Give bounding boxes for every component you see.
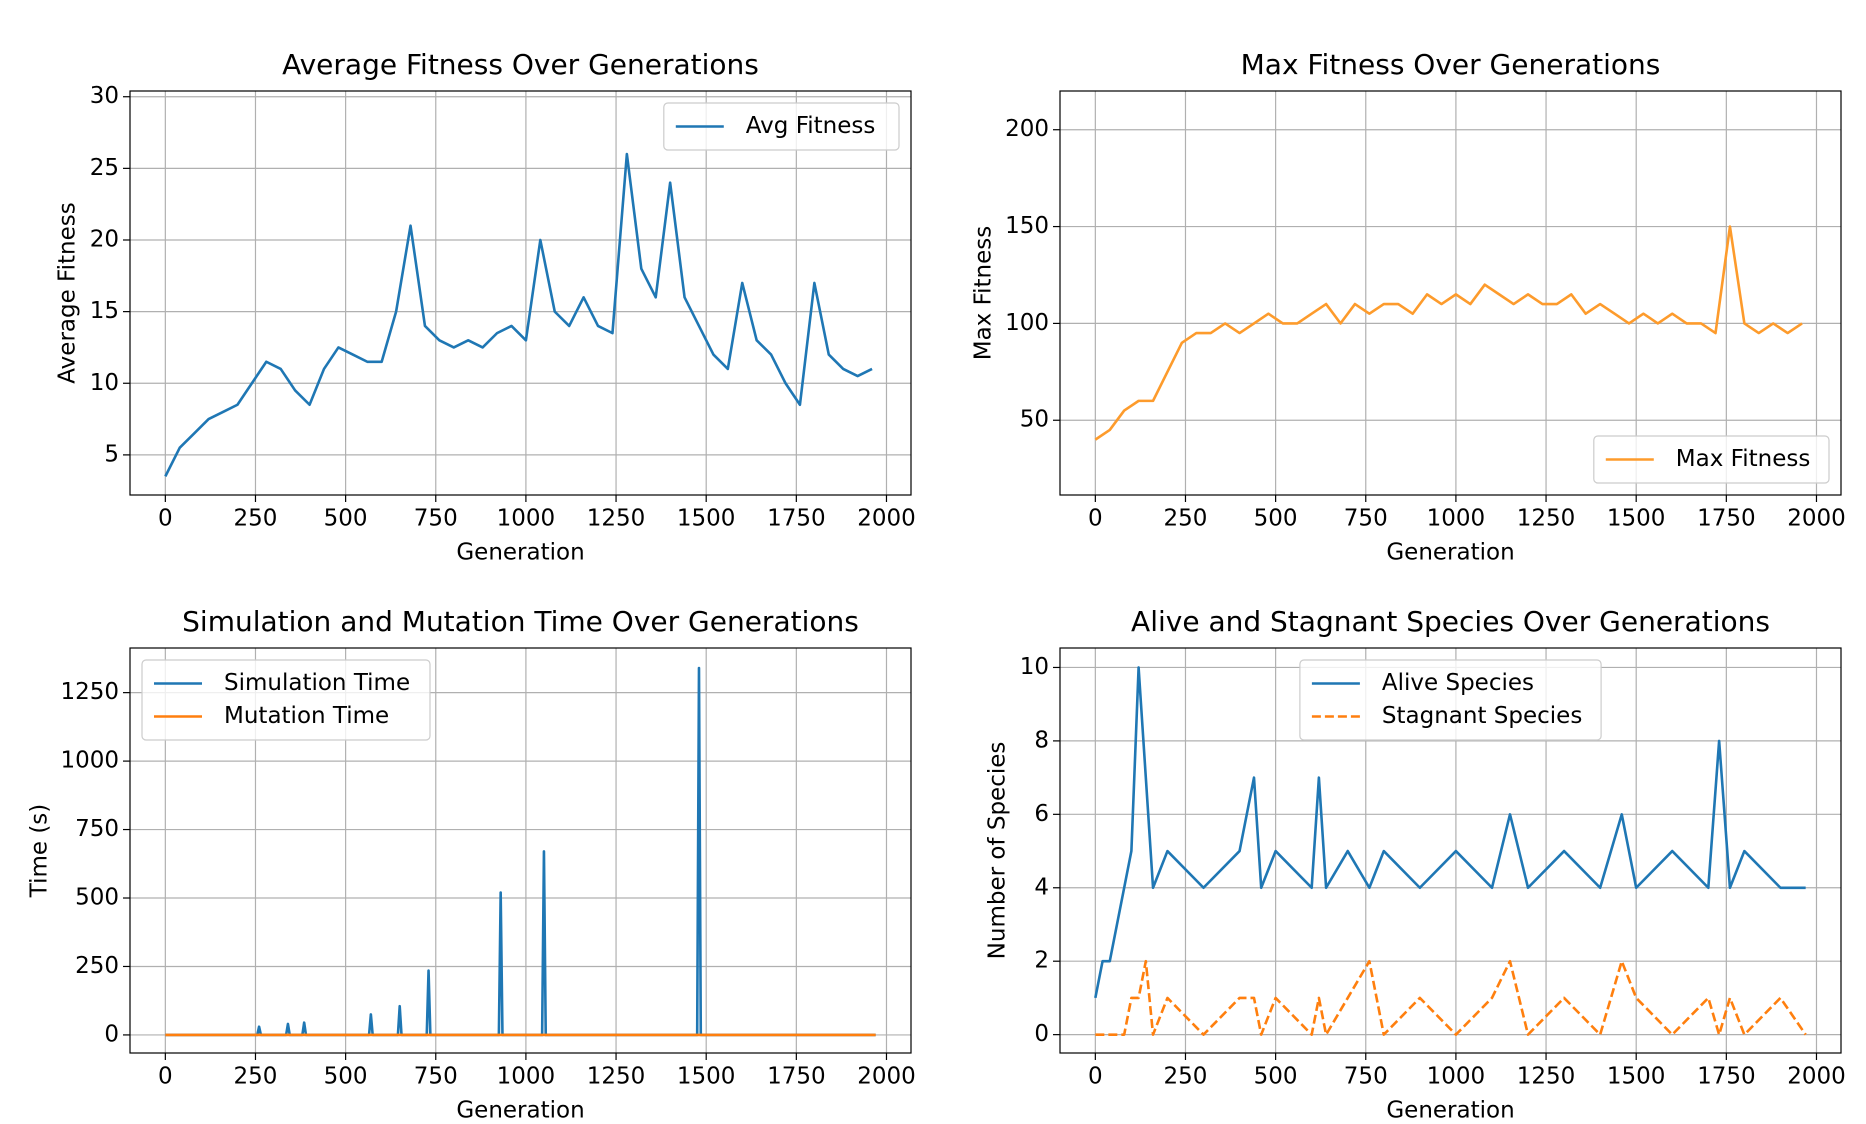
x-tick-label: 250 xyxy=(1164,506,1208,532)
chart-title: Simulation and Mutation Time Over Genera… xyxy=(182,605,859,638)
x-axis-label: Generation xyxy=(456,1098,584,1124)
x-tick-label: 750 xyxy=(414,1064,458,1090)
x-tick-label: 500 xyxy=(1254,1064,1298,1090)
legend-box xyxy=(663,102,900,151)
series-line xyxy=(165,666,876,1037)
legend-label: Simulation Time xyxy=(224,670,410,696)
legend: Avg Fitness xyxy=(663,102,900,151)
chart-title: Max Fitness Over Generations xyxy=(1241,48,1661,81)
y-tick-label: 100 xyxy=(1005,310,1049,336)
y-tick-label: 8 xyxy=(1034,727,1049,753)
y-tick-label: 0 xyxy=(104,1021,119,1047)
x-tick-label: 1750 xyxy=(1697,1064,1756,1090)
x-tick-label: 250 xyxy=(234,506,278,532)
series-line xyxy=(1094,225,1803,441)
series-line xyxy=(1094,666,1806,999)
x-tick-label: 2000 xyxy=(1787,506,1846,532)
y-tick-label: 150 xyxy=(1005,213,1049,239)
plot-frame xyxy=(129,90,912,496)
y-tick-label: 30 xyxy=(90,83,119,109)
legend-box xyxy=(1299,659,1602,741)
x-tick-label: 500 xyxy=(1254,506,1298,532)
x-tick-label: 0 xyxy=(1088,506,1103,532)
x-tick-label: 1250 xyxy=(587,506,646,532)
y-tick-label: 5 xyxy=(104,441,119,467)
legend: Alive Species Stagnant Species xyxy=(1299,659,1602,741)
plot-frame xyxy=(129,647,912,1054)
x-tick-label: 250 xyxy=(1164,1064,1208,1090)
x-tick-label: 1250 xyxy=(587,1064,646,1090)
x-tick-label: 1500 xyxy=(1607,1064,1666,1090)
x-tick-label: 1500 xyxy=(1607,506,1666,532)
x-tick-label: 250 xyxy=(234,1064,278,1090)
plot-frame xyxy=(1059,647,1842,1054)
x-tick-label: 0 xyxy=(158,1064,173,1090)
y-tick-label: 750 xyxy=(75,816,119,842)
x-tick-label: 500 xyxy=(324,506,368,532)
chart-title: Alive and Stagnant Species Over Generati… xyxy=(1131,605,1770,638)
y-tick-label: 1250 xyxy=(60,679,119,705)
legend-label: Max Fitness xyxy=(1676,446,1811,472)
y-tick-label: 1000 xyxy=(60,748,119,774)
x-tick-label: 1000 xyxy=(497,1064,556,1090)
y-axis-label: Max Fitness xyxy=(971,226,997,361)
x-axis-label: Generation xyxy=(456,540,584,566)
legend-label: Alive Species xyxy=(1382,670,1534,696)
y-tick-label: 4 xyxy=(1034,874,1049,900)
y-tick-label: 20 xyxy=(90,226,119,252)
x-tick-label: 0 xyxy=(158,506,173,532)
y-tick-label: 10 xyxy=(90,370,119,396)
y-tick-label: 15 xyxy=(90,298,119,324)
y-axis-label: Number of Species xyxy=(985,742,1011,960)
legend-box xyxy=(141,659,431,741)
series-line xyxy=(1095,959,1807,1036)
x-tick-label: 500 xyxy=(324,1064,368,1090)
x-tick-label: 0 xyxy=(1088,1064,1103,1090)
x-tick-label: 1250 xyxy=(1517,1064,1576,1090)
x-tick-label: 750 xyxy=(1344,506,1388,532)
y-tick-label: 0 xyxy=(1034,1021,1049,1047)
plot-frame xyxy=(1059,90,1842,496)
x-tick-label: 750 xyxy=(1344,1064,1388,1090)
x-tick-label: 1500 xyxy=(677,506,736,532)
x-tick-label: 1000 xyxy=(1427,1064,1486,1090)
legend-label: Mutation Time xyxy=(224,703,389,729)
y-tick-label: 10 xyxy=(1020,654,1049,680)
y-axis-label: Average Fitness xyxy=(55,202,81,383)
legend-label: Avg Fitness xyxy=(746,113,876,139)
x-tick-label: 750 xyxy=(414,506,458,532)
y-tick-label: 6 xyxy=(1034,801,1049,827)
legend-box xyxy=(1593,435,1830,484)
x-tick-label: 2000 xyxy=(1787,1064,1846,1090)
y-tick-label: 2 xyxy=(1034,948,1049,974)
x-tick-label: 1750 xyxy=(1697,506,1756,532)
series-line xyxy=(164,152,873,477)
x-tick-label: 1000 xyxy=(497,506,556,532)
legend-label: Stagnant Species xyxy=(1382,703,1582,729)
chart-title: Average Fitness Over Generations xyxy=(282,48,759,81)
x-tick-label: 1750 xyxy=(767,506,826,532)
x-tick-label: 2000 xyxy=(857,506,916,532)
x-axis-label: Generation xyxy=(1386,1098,1514,1124)
y-axis-label: Time (s) xyxy=(27,804,53,899)
legend: Simulation Time Mutation Time xyxy=(141,659,431,741)
x-tick-label: 1250 xyxy=(1517,506,1576,532)
y-tick-label: 200 xyxy=(1005,116,1049,142)
legend: Max Fitness xyxy=(1593,435,1830,484)
y-tick-label: 500 xyxy=(75,885,119,911)
y-tick-label: 50 xyxy=(1020,407,1049,433)
x-axis-label: Generation xyxy=(1386,540,1514,566)
y-tick-label: 25 xyxy=(90,155,119,181)
x-tick-label: 1000 xyxy=(1427,506,1486,532)
y-tick-label: 250 xyxy=(75,953,119,979)
x-tick-label: 1500 xyxy=(677,1064,736,1090)
x-tick-label: 2000 xyxy=(857,1064,916,1090)
x-tick-label: 1750 xyxy=(767,1064,826,1090)
